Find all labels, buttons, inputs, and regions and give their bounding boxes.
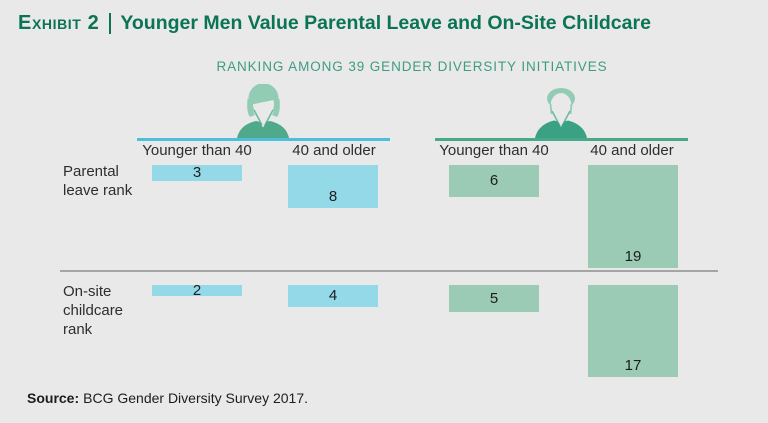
- bar-value: 19: [624, 248, 642, 265]
- woman-icon: [237, 84, 289, 138]
- exhibit-title: Exhibit 2 Younger Men Value Parental Lea…: [18, 12, 651, 35]
- column-header-men-older: 40 and older: [590, 142, 674, 159]
- bar-value: 4: [328, 287, 338, 304]
- title-text: Younger Men Value Parental Leave and On-…: [120, 12, 651, 34]
- row-label-parental-leave: Parental leave rank: [63, 163, 133, 199]
- bar-women-younger-than-40--parental-leave-rank: 3: [152, 165, 242, 181]
- row-divider: [60, 270, 718, 272]
- bar-value: 6: [489, 172, 499, 189]
- source-note: Source: BCG Gender Diversity Survey 2017.: [27, 390, 308, 406]
- bar-men-younger-than-40--parental-leave-rank: 6: [449, 165, 539, 197]
- column-header-women-older: 40 and older: [292, 142, 376, 159]
- source-text: BCG Gender Diversity Survey 2017.: [83, 390, 308, 406]
- source-label: Source:: [27, 390, 80, 406]
- bar-women-40-and-older--parental-leave-rank: 8: [288, 165, 378, 208]
- bar-value: 8: [328, 188, 338, 205]
- man-icon: [535, 88, 587, 138]
- bar-men-younger-than-40--on-site-childcare-rank: 5: [449, 285, 539, 312]
- exhibit-label: Exhibit 2: [18, 12, 100, 34]
- bar-value: 17: [624, 357, 642, 374]
- bar-value: 5: [489, 289, 499, 307]
- title-separator: [109, 13, 112, 34]
- men-group-line: [435, 138, 688, 141]
- bar-men-40-and-older--on-site-childcare-rank: 17: [588, 285, 678, 377]
- bar-women-40-and-older--on-site-childcare-rank: 4: [288, 285, 378, 307]
- bar-men-40-and-older--parental-leave-rank: 19: [588, 165, 678, 268]
- column-header-men-younger: Younger than 40: [439, 142, 549, 159]
- chart-subtitle: RANKING AMONG 39 GENDER DIVERSITY INITIA…: [216, 59, 608, 74]
- row-label-onsite-childcare: On-site childcare rank: [63, 283, 124, 338]
- bar-women-younger-than-40--on-site-childcare-rank: 2: [152, 281, 242, 299]
- women-group-line: [137, 138, 390, 141]
- bar-value: 2: [192, 281, 202, 299]
- bar-value: 3: [192, 164, 202, 181]
- column-header-women-younger: Younger than 40: [142, 142, 252, 159]
